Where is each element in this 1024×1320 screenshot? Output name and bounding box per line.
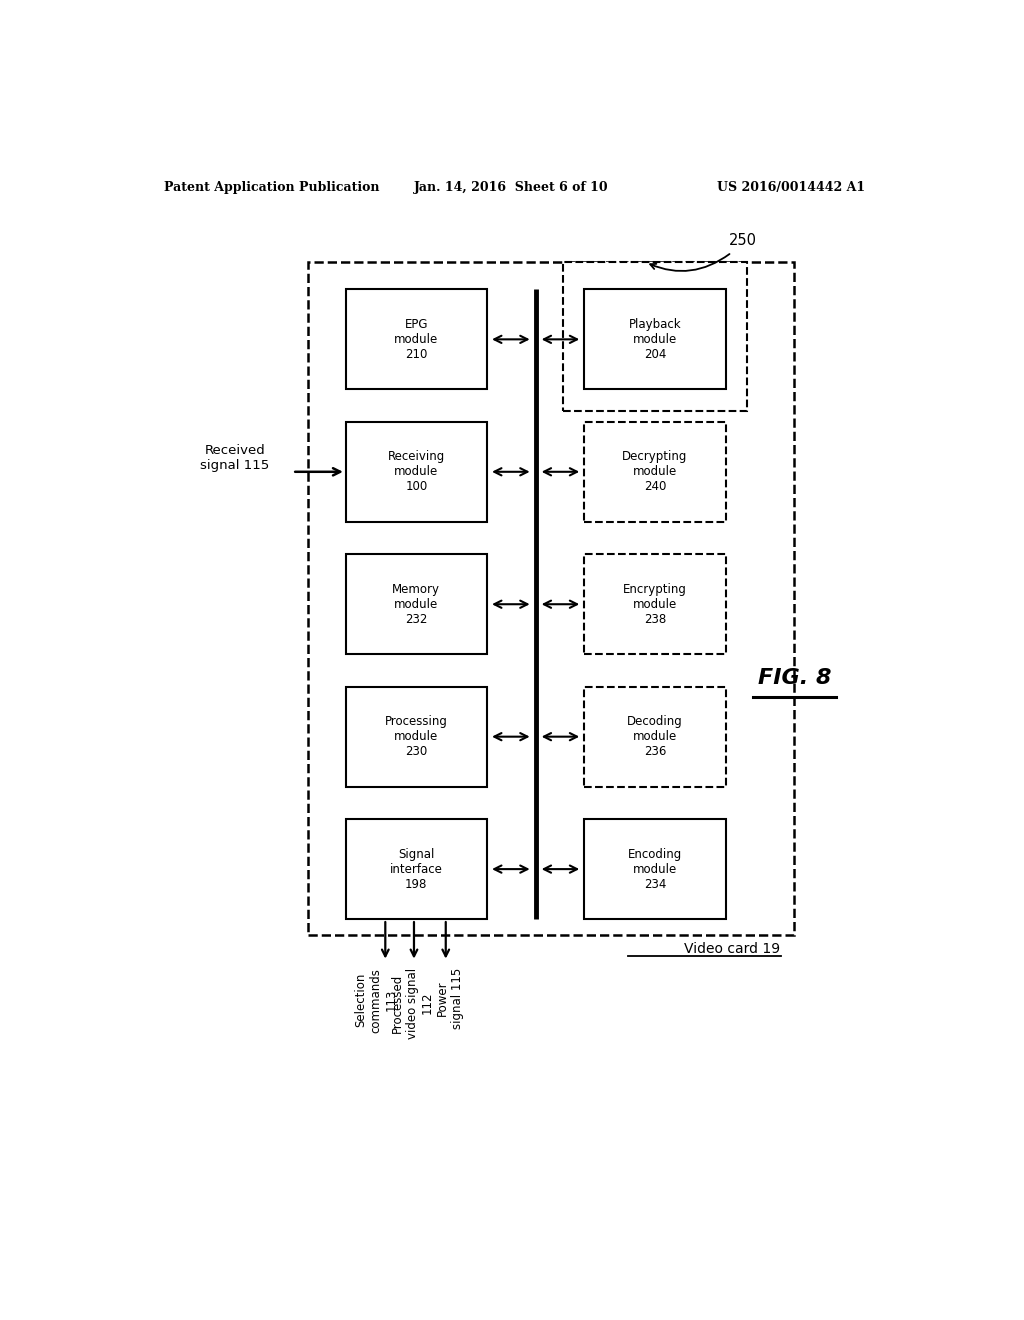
Bar bbox=[563, 263, 748, 411]
Text: Patent Application Publication: Patent Application Publication bbox=[164, 181, 379, 194]
Text: Decoding
module
236: Decoding module 236 bbox=[627, 715, 683, 758]
Text: 250: 250 bbox=[729, 234, 758, 248]
Text: Video card 19: Video card 19 bbox=[684, 942, 780, 956]
Bar bbox=[346, 289, 486, 389]
Text: Received
signal 115: Received signal 115 bbox=[201, 444, 269, 473]
Text: Memory
module
232: Memory module 232 bbox=[392, 582, 440, 626]
Text: Decrypting
module
240: Decrypting module 240 bbox=[623, 450, 688, 494]
Text: Processed
video signal
112: Processed video signal 112 bbox=[391, 968, 434, 1039]
Text: US 2016/0014442 A1: US 2016/0014442 A1 bbox=[717, 181, 864, 194]
Bar bbox=[585, 289, 726, 389]
Bar bbox=[346, 686, 486, 787]
Text: Power
signal 115: Power signal 115 bbox=[435, 968, 464, 1028]
Text: Playback
module
204: Playback module 204 bbox=[629, 318, 681, 360]
Bar bbox=[585, 686, 726, 787]
Text: Encoding
module
234: Encoding module 234 bbox=[628, 847, 682, 891]
Text: Jan. 14, 2016  Sheet 6 of 10: Jan. 14, 2016 Sheet 6 of 10 bbox=[415, 181, 609, 194]
Bar bbox=[585, 422, 726, 521]
Text: Receiving
module
100: Receiving module 100 bbox=[388, 450, 444, 494]
Text: Selection
commands
113: Selection commands 113 bbox=[354, 968, 397, 1032]
Text: EPG
module
210: EPG module 210 bbox=[394, 318, 438, 360]
Text: Processing
module
230: Processing module 230 bbox=[385, 715, 447, 758]
Bar bbox=[346, 422, 486, 521]
Text: FIG. 8: FIG. 8 bbox=[758, 668, 831, 688]
Bar bbox=[308, 263, 795, 935]
Bar bbox=[346, 554, 486, 655]
Bar bbox=[585, 554, 726, 655]
Text: Signal
interface
198: Signal interface 198 bbox=[390, 847, 442, 891]
Bar bbox=[585, 818, 726, 919]
Text: Encrypting
module
238: Encrypting module 238 bbox=[623, 582, 687, 626]
Bar bbox=[346, 818, 486, 919]
